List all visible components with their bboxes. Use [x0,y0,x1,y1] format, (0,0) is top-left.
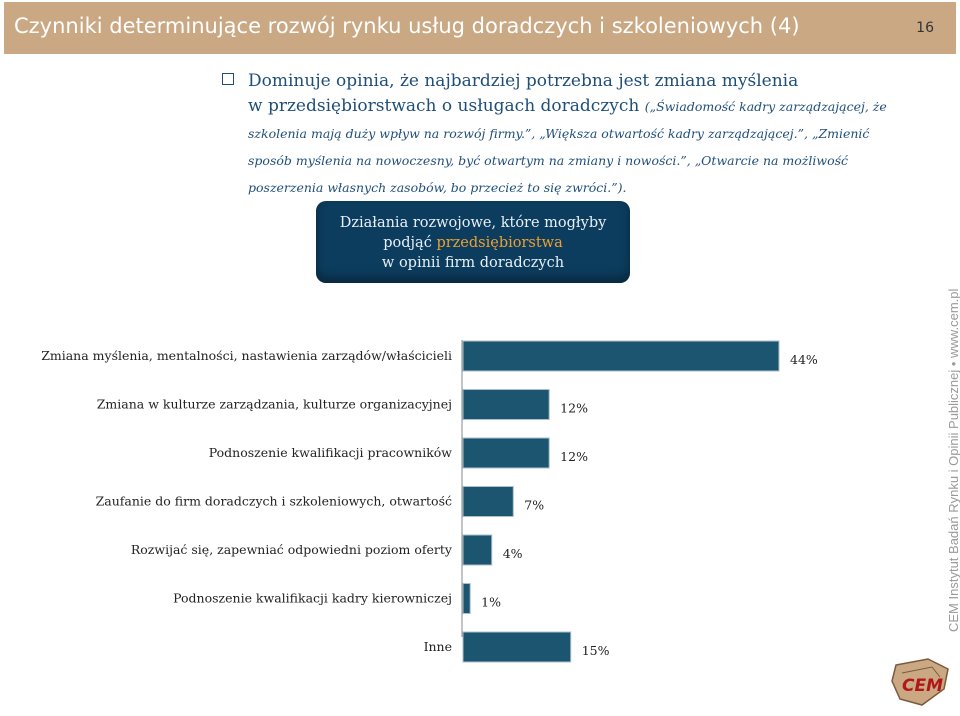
chart-callout: Działania rozwojowe, które mogłyby podją… [316,201,630,283]
value-label: 1% [481,595,501,610]
bar [462,486,514,517]
bar [462,631,572,663]
value-label: 4% [503,546,523,561]
callout-line3: w opinii firm doradczych [381,255,565,271]
value-label: 44% [790,352,818,367]
callout-line2-prefix: podjąć [383,235,437,251]
bullet-text: Dominuje opinia, że najbardziej potrzebn… [248,70,888,201]
callout-line1: Działania rozwojowe, które mogłyby [339,215,607,231]
category-label: Zaufanie do firm doradczych i szkoleniow… [96,494,452,509]
header-bar: Czynniki determinujące rozwój rynku usłu… [4,2,956,54]
bullet-main-line2: w przedsiębiorstwach o usługach doradczy… [248,96,640,116]
bar [462,340,780,372]
cem-logo-icon: CEM [891,658,949,706]
value-label: 15% [582,643,610,658]
category-label: Zmiana myślenia, mentalności, nastawieni… [41,348,452,363]
page-title: Czynniki determinujące rozwój rynku usłu… [14,14,800,38]
side-caption: CEM Instytut Badań Rynku i Opinii Public… [946,288,960,632]
callout-line2: podjąć przedsiębiorstwa [316,233,630,253]
logo-text: CEM [902,676,943,696]
category-label: Inne [424,639,452,654]
callout-accent: przedsiębiorstwa [436,235,563,251]
category-label: Podnoszenie kwalifikacji kadry kierownic… [173,591,452,606]
bar [462,534,493,566]
category-label: Zmiana w kulturze zarządzania, kulturze … [97,397,452,412]
bullet-main-line1: Dominuje opinia, że najbardziej potrzebn… [248,71,799,91]
category-label: Rozwijać się, zapewniać odpowiedni pozio… [131,542,453,557]
category-label: Podnoszenie kwalifikacji pracowników [209,445,453,460]
value-label: 12% [560,401,588,416]
bar [462,437,550,469]
bar [462,583,471,614]
value-label: 12% [560,449,588,464]
bullet-quotes: („Świadomość kadry zarządzającej, że szk… [248,99,887,195]
page-number: 16 [916,20,934,36]
bar [462,389,550,420]
value-label: 7% [524,498,544,513]
checkbox-bullet-icon [222,73,234,85]
